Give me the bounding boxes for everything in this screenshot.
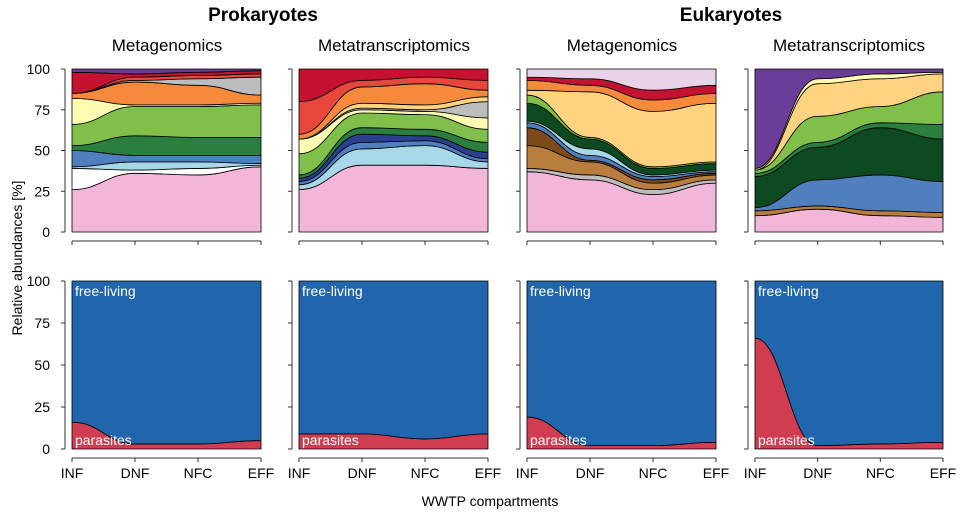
panel-r1-c1: 0 25 50 75 100 — [27, 61, 262, 245]
area-layer-12 — [71, 68, 262, 75]
x-tick-label: DNF — [348, 465, 377, 481]
x-tick-label: INF — [61, 465, 84, 481]
area-layer-9 — [754, 68, 944, 169]
y-tick-label: 25 — [34, 183, 50, 199]
x-tick-label: EFF — [930, 465, 956, 481]
panel-r1-c4 — [744, 68, 944, 245]
label-free-living: free-living — [758, 283, 819, 299]
x-tick-label: NFC — [866, 465, 895, 481]
label-parasites: parasites — [530, 432, 587, 448]
y-tick-label: 50 — [34, 357, 50, 373]
label-free-living: free-living — [75, 283, 136, 299]
panel-title-2: Metatranscriptomics — [318, 36, 470, 55]
x-tick-label: EFF — [475, 465, 501, 481]
panel-title-4: Metatranscriptomics — [773, 36, 925, 55]
x-tick-label: INF — [288, 465, 311, 481]
y-tick-label: 50 — [34, 143, 50, 159]
label-parasites: parasites — [758, 432, 815, 448]
area-free-living — [71, 280, 262, 445]
x-tick-label: DNF — [803, 465, 832, 481]
y-tick-label: 75 — [34, 315, 50, 331]
x-tick-label: EFF — [703, 465, 729, 481]
panels-layer: 0 25 50 75 100 0 25 50 75 100 INF DNF NFC EFF free-liv… — [27, 61, 957, 481]
area-layer-12 — [298, 68, 489, 102]
panel-r1-c2 — [288, 68, 489, 245]
x-tick-label: NFC — [411, 465, 440, 481]
y-tick-label: 100 — [27, 273, 51, 289]
area-free-living — [526, 280, 717, 447]
area-free-living — [754, 280, 944, 447]
y-tick-label: 0 — [42, 224, 50, 240]
y-tick-label: 100 — [27, 61, 51, 77]
y-tick-label: 25 — [34, 399, 50, 415]
area-layer-12 — [526, 68, 717, 91]
group-title-prokaryotes: Prokaryotes — [208, 5, 318, 26]
y-tick-label: 0 — [42, 441, 50, 457]
label-parasites: parasites — [302, 432, 359, 448]
panel-title-1: Metagenomics — [112, 36, 223, 55]
x-tick-label: INF — [744, 465, 767, 481]
group-title-eukaryotes: Eukaryotes — [680, 5, 782, 26]
panel-r1-c3 — [516, 68, 717, 245]
x-tick-label: DNF — [576, 465, 605, 481]
panel-r2-c1: 0 25 50 75 100 INF DNF NFC EFF free-living parasit… — [27, 273, 275, 481]
x-tick-label: NFC — [184, 465, 213, 481]
panel-title-3: Metagenomics — [567, 36, 678, 55]
area-free-living — [298, 280, 489, 440]
x-tick-label: NFC — [639, 465, 668, 481]
panel-r2-c3: INF DNF NFC EFF free-living parasites — [516, 280, 729, 481]
x-tick-label: INF — [516, 465, 539, 481]
y-axis-label: Relative abundances [%] — [9, 181, 25, 336]
x-tick-label: EFF — [248, 465, 274, 481]
label-parasites: parasites — [75, 432, 132, 448]
x-tick-label: DNF — [121, 465, 150, 481]
panel-r2-c4: INF DNF NFC EFF free-living parasites — [744, 280, 956, 481]
y-tick-label: 75 — [34, 102, 50, 118]
label-free-living: free-living — [530, 283, 591, 299]
label-free-living: free-living — [302, 283, 363, 299]
x-axis-label: WWTP compartments — [422, 493, 559, 509]
panel-r2-c2: INF DNF NFC EFF free-living parasites — [288, 280, 501, 481]
